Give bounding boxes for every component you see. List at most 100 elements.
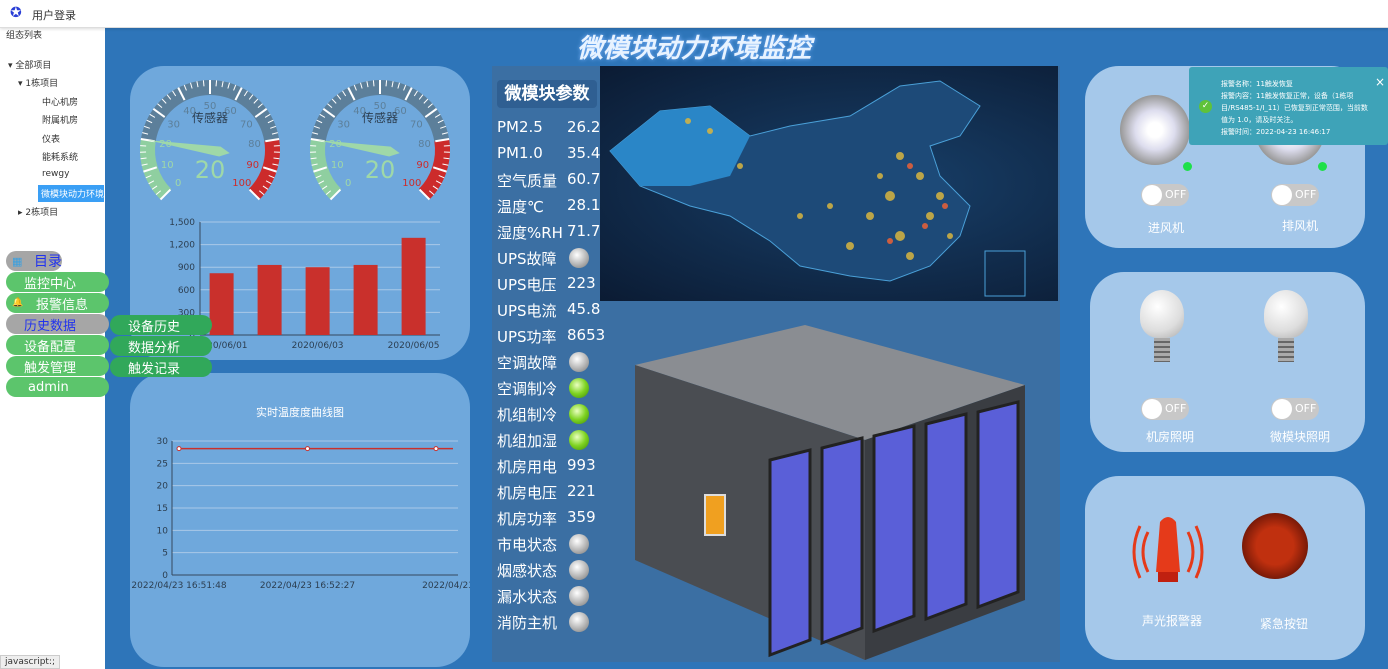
- tree-item[interactable]: rewgy: [42, 169, 69, 179]
- module-light-toggle[interactable]: OFF: [1271, 398, 1319, 420]
- gauge-tick-label: 60: [394, 106, 407, 117]
- sound-light-alarm-icon: [1132, 517, 1204, 582]
- submenu-item-label: 数据分析: [128, 340, 181, 356]
- gauge-tick: [248, 94, 254, 100]
- gauge-tick: [397, 82, 401, 89]
- param-label: 空调故障: [497, 354, 558, 372]
- menu-item[interactable]: 设备配置: [6, 335, 109, 355]
- gauge-band-high: [248, 139, 280, 200]
- gauge-tick: [268, 174, 275, 179]
- module-light-base-icon: [1278, 338, 1294, 362]
- gauge-tick: [329, 188, 342, 201]
- tree-item[interactable]: 附属机房: [42, 113, 78, 126]
- room-light-toggle[interactable]: OFF: [1141, 398, 1189, 420]
- param-row: PM1.0 35.4: [497, 144, 607, 162]
- tree-arrow-icon[interactable]: ▸: [18, 208, 26, 218]
- tree-item[interactable]: ▾ 全部项目: [8, 58, 51, 71]
- gauge-tick-label: 40: [353, 106, 366, 117]
- tree-item[interactable]: ▾ 1栋项目: [18, 76, 58, 89]
- param-label: 消防主机: [497, 614, 558, 632]
- x-tick-label: 2020/06/05: [388, 341, 440, 351]
- gauge-tick-label: 100: [402, 178, 421, 189]
- login-link[interactable]: 用户登录: [32, 9, 76, 22]
- tree-item[interactable]: 能耗系统: [42, 150, 78, 163]
- alarm-panel: [1085, 476, 1365, 660]
- gauge-tick: [161, 98, 167, 104]
- intake-fan-toggle[interactable]: OFF: [1141, 184, 1189, 206]
- gauge-band-low: [310, 139, 342, 200]
- gauge-tick-label: 10: [331, 160, 344, 171]
- param-row: 空调制冷: [497, 378, 607, 399]
- server-cabinet: [768, 448, 812, 658]
- param-row: 市电状态: [497, 534, 607, 555]
- param-label: 机组加湿: [497, 432, 558, 450]
- menu-item[interactable]: 报警信息 🔔: [6, 293, 109, 313]
- emergency-button[interactable]: [1242, 513, 1308, 579]
- menu-catalog[interactable]: 目录 ▦: [6, 251, 62, 271]
- gauge-tick-label: 50: [374, 101, 387, 112]
- gauge-tick: [403, 84, 407, 91]
- submenu-item[interactable]: 设备历史: [110, 315, 212, 335]
- gauge-tick: [311, 163, 318, 166]
- gauge-tick: [264, 113, 271, 118]
- room-light-label: 机房照明: [1145, 430, 1194, 444]
- param-row: 空气质量 60.7: [497, 170, 607, 191]
- status-led-icon: [569, 248, 589, 268]
- close-icon[interactable]: ×: [1375, 75, 1386, 89]
- gauge-tick: [151, 185, 158, 190]
- gauge-label: 传感器: [192, 110, 228, 125]
- tree-item[interactable]: ▸ 2栋项目: [18, 205, 58, 218]
- tree-arrow-icon[interactable]: ▾: [8, 61, 16, 71]
- data-point: [433, 446, 439, 452]
- tree-item[interactable]: 微模块动力环境: [38, 185, 104, 202]
- gauge-tick: [427, 103, 433, 109]
- x-tick-label: 2020/06/01: [196, 341, 248, 351]
- y-tick-label: 20: [157, 482, 169, 492]
- status-led-icon: [569, 534, 589, 554]
- temperature-panel: [130, 373, 470, 667]
- menu-item[interactable]: 监控中心: [6, 272, 109, 292]
- menu-item[interactable]: admin: [6, 377, 109, 397]
- gauge-tick: [347, 87, 356, 101]
- y-tick-label: 15: [157, 504, 168, 514]
- tree-item-label: rewgy: [42, 169, 70, 179]
- menu-item[interactable]: 历史数据: [6, 314, 109, 334]
- china-map[interactable]: [600, 66, 1058, 301]
- gauge-tick: [243, 90, 248, 97]
- param-label: UPS功率: [497, 328, 557, 346]
- gauge-tick: [327, 103, 333, 109]
- gauge-tick: [428, 190, 435, 196]
- server-cabinet: [872, 424, 916, 634]
- gauge-tick: [391, 81, 394, 88]
- tree-item-label: 1栋项目: [25, 79, 59, 89]
- gauge-tick: [359, 82, 363, 89]
- submenu-item[interactable]: 数据分析: [110, 336, 212, 356]
- gauge-tick: [143, 125, 150, 129]
- gauge-tick: [157, 103, 163, 109]
- submenu-item[interactable]: 触发记录: [110, 357, 212, 377]
- tree-arrow-icon[interactable]: ▾: [18, 79, 26, 89]
- gauge-label: 传感器: [362, 110, 398, 125]
- status-bar: javascript:;: [0, 655, 61, 669]
- tree-item[interactable]: 仪表: [42, 132, 60, 145]
- param-row: UPS故障: [497, 248, 607, 269]
- gauge-band-low: [140, 139, 172, 200]
- toast-content: 报警内容：11触发恢复正常，设备（1栋项: [1221, 92, 1354, 100]
- alarm-notification: ✓ 报警名称：11触发恢复 报警内容：11触发恢复正常，设备（1栋项 目/RS4…: [1189, 67, 1388, 145]
- status-led-icon: [569, 560, 589, 580]
- param-label: PM1.0: [497, 144, 543, 162]
- server-cabinet: [820, 436, 864, 646]
- logo-icon: ✪: [10, 5, 22, 21]
- exhaust-fan-toggle[interactable]: OFF: [1271, 184, 1319, 206]
- param-label: 空气质量: [497, 172, 558, 190]
- param-label: 市电状态: [497, 536, 558, 554]
- gauge-tick-label: 60: [224, 106, 237, 117]
- bar: [353, 264, 378, 335]
- gauge-tick: [159, 188, 172, 201]
- intake-fan-icon: [1120, 95, 1190, 165]
- gauge-tick: [257, 103, 263, 109]
- y-tick-label: 300: [178, 308, 195, 318]
- gauge-tick: [155, 190, 162, 196]
- tree-item[interactable]: 中心机房: [42, 95, 78, 108]
- menu-item[interactable]: 触发管理: [6, 356, 109, 376]
